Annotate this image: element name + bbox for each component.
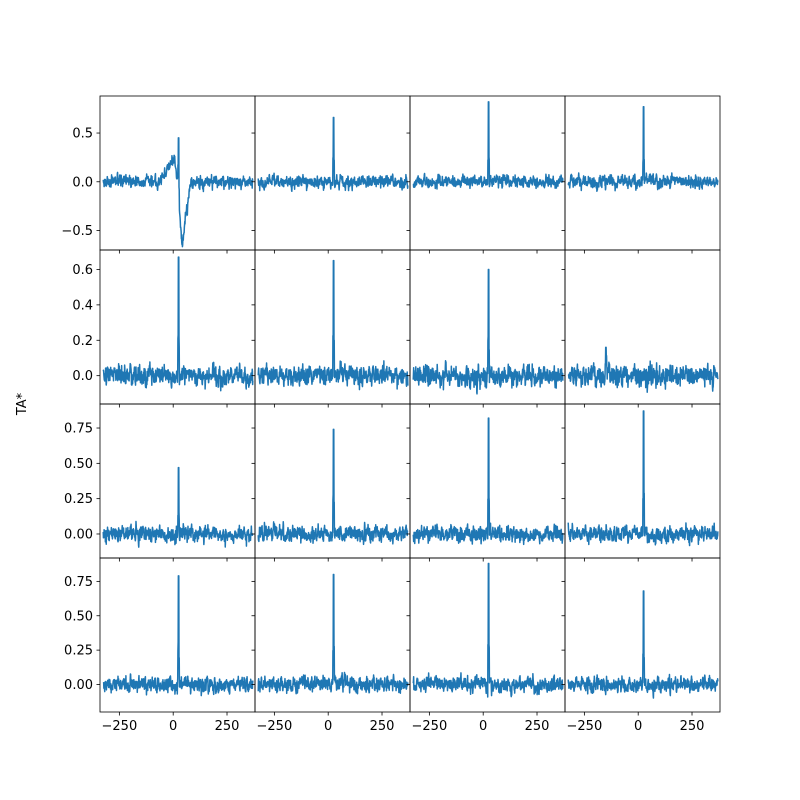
panel-grid: −0.50.00.50.00.20.40.60.000.250.500.750.… [61,95,721,734]
spectrum-line [567,346,719,393]
y-tick-label: 0.75 [64,422,93,437]
panel-r3-c2: −250 0 250 [406,557,566,734]
spectrum-line [567,410,719,547]
x-tick-label: −250 [567,719,603,734]
spectrum-line [412,101,564,190]
spectrum-line [102,256,254,392]
y-tick-label: 0.2 [72,334,93,349]
spectrum-line [257,573,409,695]
y-tick-label: 0.0 [72,175,93,190]
y-tick-label: 0.4 [72,298,93,313]
y-axis-label: TA* [15,392,30,416]
y-tick-label: 0.5 [72,127,93,142]
panel-frame [564,557,721,713]
y-tick-label: 0.25 [64,644,93,659]
y-tick-label: 0.6 [72,263,93,278]
x-tick-label: 250 [525,719,550,734]
panel-r3-c0: 0.00 0.25 0.50 0.75 −250 0 250 [64,557,256,734]
x-tick-label: 250 [680,719,705,734]
x-tick-label: −250 [257,719,293,734]
x-tick-label: 250 [370,719,395,734]
y-tick-label: 0.0 [72,369,93,384]
y-tick-label: −0.5 [61,224,93,239]
panel-r1-c0: 0.0 0.2 0.4 0.6 [72,249,256,408]
y-tick-label: 0.00 [64,527,93,542]
spectrum-line [257,116,409,193]
spectrum-line [102,575,254,697]
y-tick-label: 0.00 [64,678,93,693]
spectrum-line [102,466,254,548]
y-tick-label: 0.25 [64,492,93,507]
x-tick-label: 250 [215,719,240,734]
spectrum-line [102,137,254,248]
x-tick-label: 0 [169,719,177,734]
y-tick-label: 0.75 [64,575,93,590]
x-tick-label: −250 [412,719,448,734]
y-tick-label: 0.50 [64,457,93,472]
x-tick-label: 0 [479,719,487,734]
panel-r3-c3: −250 0 250 [561,557,721,734]
spectrum-line [412,417,564,546]
spectrum-line [257,259,409,391]
x-tick-label: −250 [102,719,138,734]
spectrum-line [412,268,564,395]
x-tick-label: 0 [324,719,332,734]
spectrum-line [257,428,409,546]
y-tick-label: 0.50 [64,609,93,624]
x-tick-label: 0 [634,719,642,734]
spectrum-line [567,590,719,699]
spectrum-line [412,562,564,698]
spectrum-line [567,105,719,193]
